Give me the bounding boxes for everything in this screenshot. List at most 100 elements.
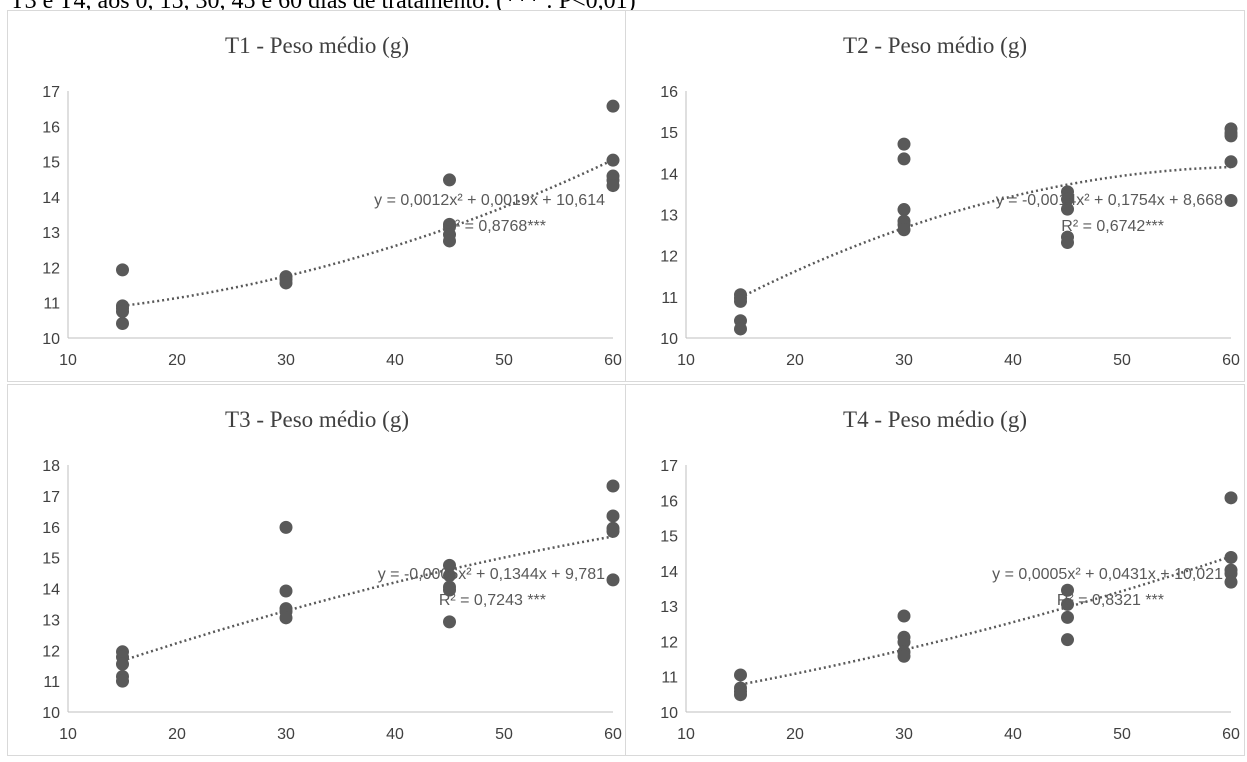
- data-point: [897, 635, 911, 649]
- trendline: [122, 535, 614, 662]
- data-point: [279, 520, 293, 534]
- trendline: [740, 555, 1232, 686]
- x-tick-label: 10: [677, 726, 695, 743]
- data-point: [116, 657, 129, 671]
- data-point: [606, 479, 620, 493]
- data-point: [279, 584, 293, 598]
- x-tick-label: 60: [1222, 352, 1240, 369]
- data-point: [1061, 610, 1074, 624]
- trendline: [122, 158, 614, 308]
- data-point: [897, 137, 911, 151]
- trendline-equation: y = 0,0005x² + 0,0431x + 10,021: [992, 566, 1223, 583]
- chart-panel-t3: T3 - Peso médio (g) 10 11 12 13 14 15 16 17 18 10 2…: [7, 384, 627, 756]
- data-point: [443, 615, 456, 629]
- data-point: [1224, 575, 1238, 589]
- trendline-equation: y = 0,0012x² + 0,0019x + 10,614: [374, 192, 605, 209]
- data-point: [606, 573, 620, 587]
- y-tick-label: 15: [42, 155, 60, 172]
- data-point: [443, 583, 456, 597]
- data-point: [1224, 550, 1238, 564]
- y-tick-label: 10: [42, 331, 60, 348]
- x-tick-label: 20: [168, 726, 186, 743]
- data-point: [734, 688, 747, 702]
- y-tick-label: 13: [660, 208, 678, 225]
- chart-panel-t4: T4 - Peso médio (g) 10 11 12 13 14 15 16 17 10 20 3…: [625, 384, 1245, 756]
- x-tick-label: 10: [677, 352, 695, 369]
- y-tick-label: 14: [660, 166, 678, 183]
- y-tick-label: 15: [42, 551, 60, 568]
- data-point: [897, 609, 911, 623]
- x-tick-label: 50: [495, 726, 513, 743]
- chart-panel-t1: T1 - Peso médio (g) 10 11 12 13 14 15 16 17 10 20 3…: [7, 10, 627, 382]
- data-point: [443, 569, 456, 583]
- x-tick-label: 60: [604, 352, 622, 369]
- chart-title: T4 - Peso médio (g): [843, 407, 1027, 432]
- y-tick-label: 15: [660, 125, 678, 142]
- data-point: [1224, 129, 1238, 143]
- data-point: [606, 179, 620, 193]
- x-tick-label: 10: [59, 352, 77, 369]
- x-tick-label: 20: [786, 726, 804, 743]
- data-point: [1061, 202, 1074, 216]
- x-tick-label: 50: [1113, 726, 1131, 743]
- y-tick-label: 11: [43, 674, 60, 691]
- y-tick-label: 14: [660, 564, 678, 581]
- x-tick-label: 30: [277, 726, 295, 743]
- trendline: [739, 165, 1232, 299]
- x-tick-label: 30: [277, 352, 295, 369]
- r-squared-label: R² = 0,6742***: [1061, 218, 1164, 235]
- y-tick-label: 17: [42, 84, 60, 101]
- data-point: [1061, 583, 1074, 597]
- y-tick-label: 10: [660, 705, 678, 722]
- y-tick-label: 13: [42, 612, 60, 629]
- y-tick-label: 11: [661, 290, 678, 307]
- data-point: [734, 294, 747, 308]
- x-tick-label: 40: [1004, 352, 1022, 369]
- data-point: [279, 276, 293, 290]
- scatter-chart-t3: T3 - Peso médio (g) 10 11 12 13 14 15 16 17 18 10 2…: [42, 407, 622, 743]
- y-tick-label: 12: [42, 260, 60, 277]
- y-tick-label: 12: [660, 249, 678, 266]
- data-point: [897, 223, 911, 237]
- x-tick-label: 50: [1113, 352, 1131, 369]
- y-tick-label: 10: [660, 331, 678, 348]
- y-tick-label: 10: [42, 705, 60, 722]
- scatter-chart-t1: T1 - Peso médio (g) 10 11 12 13 14 15 16 17 10 20 3…: [42, 33, 622, 369]
- chart-title: T2 - Peso médio (g): [843, 33, 1027, 58]
- data-point: [1224, 155, 1238, 169]
- data-point: [116, 305, 129, 319]
- x-tick-label: 20: [786, 352, 804, 369]
- data-point: [734, 322, 747, 336]
- x-tick-label: 40: [386, 352, 404, 369]
- data-point: [116, 263, 129, 277]
- data-point: [1224, 491, 1238, 505]
- scatter-chart-t2: T2 - Peso médio (g) 10 11 12 13 14 15 16 10 20 30 4…: [660, 33, 1240, 369]
- x-tick-label: 40: [1004, 726, 1022, 743]
- r-squared-label: R² = 0,8321 ***: [1057, 592, 1164, 609]
- trendline-equation: y = -0,0014x² + 0,1754x + 8,668: [996, 192, 1223, 209]
- data-point: [1061, 633, 1074, 647]
- data-point: [1061, 597, 1074, 611]
- data-point: [279, 611, 293, 625]
- y-tick-label: 18: [42, 458, 60, 475]
- data-point: [1061, 192, 1074, 206]
- y-tick-label: 13: [42, 225, 60, 242]
- x-tick-label: 50: [495, 352, 513, 369]
- data-point: [606, 99, 620, 113]
- y-tick-label: 11: [43, 296, 60, 313]
- x-tick-label: 60: [604, 726, 622, 743]
- scatter-chart-t4: T4 - Peso médio (g) 10 11 12 13 14 15 16 17 10 20 3…: [660, 407, 1240, 743]
- data-point: [443, 558, 456, 572]
- data-point: [606, 153, 620, 167]
- x-tick-label: 30: [895, 352, 913, 369]
- chart-panel-t2: T2 - Peso médio (g) 10 11 12 13 14 15 16 10 20 30 4…: [625, 10, 1245, 382]
- data-point: [1224, 194, 1238, 208]
- chart-title: T1 - Peso médio (g): [225, 33, 409, 58]
- y-tick-label: 14: [42, 582, 60, 599]
- y-tick-label: 16: [660, 84, 678, 101]
- x-tick-label: 10: [59, 726, 77, 743]
- y-tick-label: 16: [42, 119, 60, 136]
- x-tick-label: 20: [168, 352, 186, 369]
- y-tick-label: 11: [661, 670, 678, 687]
- data-point: [606, 509, 620, 523]
